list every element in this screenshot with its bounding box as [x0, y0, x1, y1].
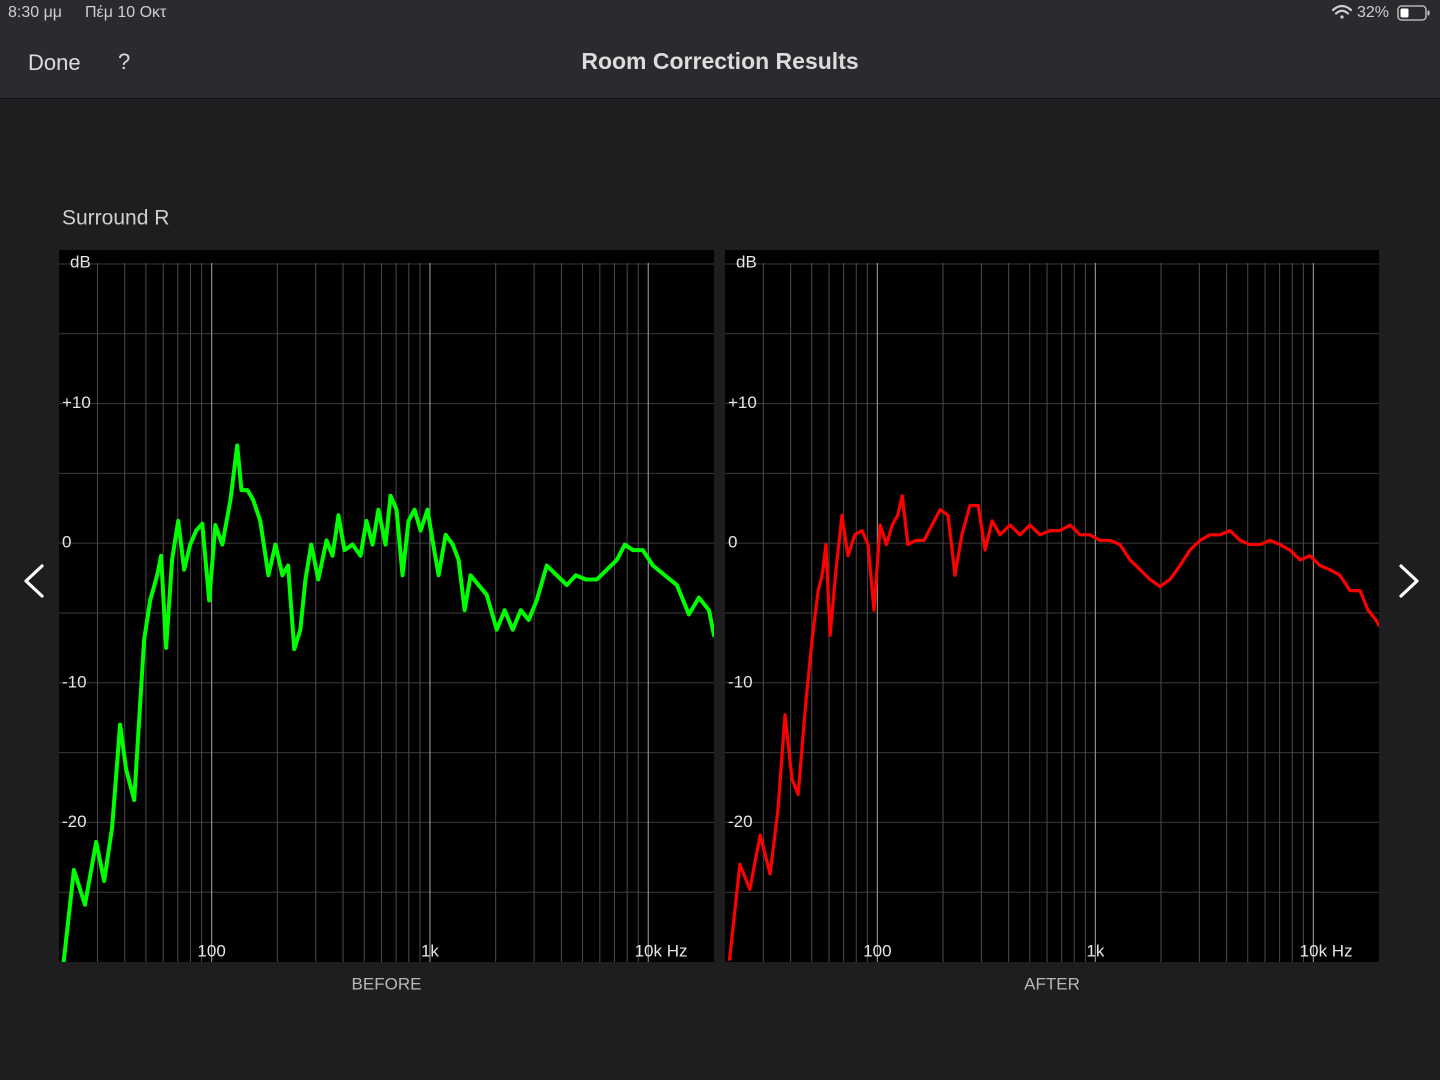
- y-tick-label: +10: [728, 393, 757, 412]
- nav-bar: [0, 0, 1440, 98]
- y-tick-label: -10: [728, 672, 753, 691]
- y-tick-label: -10: [62, 672, 87, 691]
- battery-icon: [1397, 5, 1430, 21]
- previous-button[interactable]: [24, 564, 44, 598]
- x-tick-label: 10k Hz: [1300, 941, 1353, 960]
- y-axis-label: dB: [70, 252, 91, 271]
- status-date: Πέμ 10 Οκτ: [85, 4, 167, 21]
- chart-caption: BEFORE: [352, 974, 422, 993]
- x-tick-label: 1k: [1086, 941, 1104, 960]
- y-tick-label: -20: [62, 812, 87, 831]
- help-button[interactable]: ?: [118, 49, 130, 74]
- x-tick-label: 100: [197, 941, 225, 960]
- x-tick-label: 1k: [421, 941, 439, 960]
- x-tick-label: 100: [863, 941, 891, 960]
- plot-area: [59, 250, 714, 962]
- y-tick-label: -20: [728, 812, 753, 831]
- next-button[interactable]: [1399, 564, 1419, 598]
- chart-caption: AFTER: [1024, 974, 1080, 993]
- screen-title: Room Correction Results: [581, 48, 858, 74]
- section-title: Surround R: [62, 207, 169, 230]
- y-tick-label: +10: [62, 393, 91, 412]
- wifi-icon: [1331, 4, 1353, 19]
- x-tick-label: 10k Hz: [635, 941, 688, 960]
- status-battery: 32%: [1357, 4, 1389, 21]
- status-time: 8:30 μμ: [8, 4, 62, 21]
- response-curve: [61, 443, 714, 962]
- y-tick-label: 0: [62, 533, 71, 552]
- plot-area: [725, 250, 1379, 962]
- y-tick-label: 0: [728, 533, 737, 552]
- done-button[interactable]: Done: [28, 50, 81, 75]
- response-curve: [728, 494, 1379, 961]
- y-axis-label: dB: [736, 252, 757, 271]
